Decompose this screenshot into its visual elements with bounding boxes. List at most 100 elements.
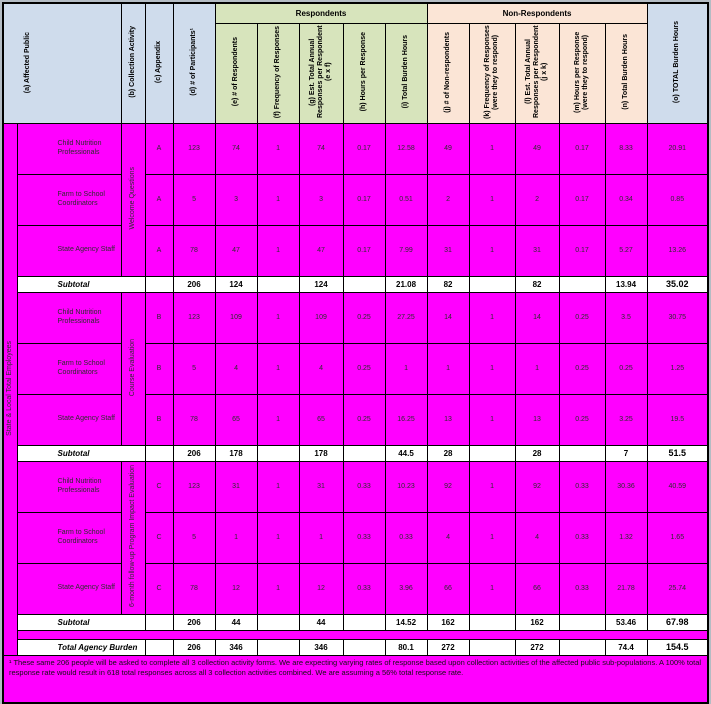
subtotal-label: Subtotal [16, 444, 146, 462]
table-row: State & Local Total Employees Child Nutr… [2, 122, 709, 656]
cell-c [144, 613, 174, 631]
cell-n: 13.94 [604, 275, 648, 293]
cell-l: 82 [514, 275, 560, 293]
cell-l: 31 [514, 224, 560, 277]
table-row: Farm to School Coordinators C 5 1 1 1 0.… [3, 511, 709, 564]
footnote-cell: ¹ These same 206 people will be asked to… [2, 654, 709, 704]
cell-h: 0.25 [342, 291, 386, 344]
cell-f: 1 [256, 122, 300, 175]
cell-d: 5 [172, 342, 216, 395]
cell-m: 0.25 [558, 342, 606, 395]
cell-l: 28 [514, 444, 560, 462]
cell-c: B [144, 342, 174, 395]
cell-l: 1 [514, 342, 560, 395]
row-label: Farm to School Coordinators [16, 511, 122, 564]
cell-d: 206 [172, 613, 216, 631]
cell-o: 35.02 [646, 275, 709, 293]
cell-m: 0.25 [558, 393, 606, 446]
cell-k: 1 [468, 511, 516, 564]
col-header-nr-burden-hours: (n) Total Burden Hours [604, 22, 648, 124]
spacer-row [3, 629, 709, 640]
cell-m: 0.17 [558, 122, 606, 175]
cell-f [256, 444, 300, 462]
subtotal-label: Subtotal [16, 613, 146, 631]
cell-k: 1 [468, 173, 516, 226]
cell-d: 206 [172, 444, 216, 462]
cell-f [256, 275, 300, 293]
cell-g: 31 [298, 460, 344, 513]
cell-i: 0.51 [384, 173, 428, 226]
cell-n: 1.32 [604, 511, 648, 564]
col-header-frequency: (f) Frequency of Responses [256, 22, 300, 124]
table-row: Farm to School Coordinators A 5 3 1 3 0.… [3, 173, 709, 226]
cell-e: 4 [214, 342, 258, 395]
cell-g: 3 [298, 173, 344, 226]
cell-m [558, 444, 606, 462]
cell-h [342, 444, 386, 462]
cell-i: 80.1 [384, 638, 428, 656]
header-group-row: (a) Affected Public (b) Collection Activ… [2, 2, 709, 124]
cell-h [342, 638, 386, 656]
cell-j: 28 [426, 444, 470, 462]
cell-g: 74 [298, 122, 344, 175]
cell-c: B [144, 291, 174, 344]
cell-o: 13.26 [646, 224, 709, 277]
cell-e: 12 [214, 562, 258, 615]
cell-k: 1 [468, 562, 516, 615]
cell-m: 0.33 [558, 460, 606, 513]
cell-m [558, 275, 606, 293]
affected-public-group-label: State & Local Total Employees [6, 340, 14, 436]
cell-j: 14 [426, 291, 470, 344]
cell-f: 1 [256, 511, 300, 564]
activity-label: Course Evaluation [128, 338, 136, 397]
cell-o: 30.75 [646, 291, 709, 344]
col-header-hours-per-response: (h) Hours per Response [342, 22, 386, 124]
cell-j: 2 [426, 173, 470, 226]
cell-m: 0.33 [558, 511, 606, 564]
table-row: Farm to School Coordinators B 5 4 1 4 0.… [3, 342, 709, 395]
cell-e: 178 [214, 444, 258, 462]
cell-m [558, 613, 606, 631]
row-label: State Agency Staff [16, 562, 122, 615]
cell-d: 78 [172, 224, 216, 277]
row-label: Child Nutrition Professionals [16, 460, 122, 513]
cell-m: 0.17 [558, 173, 606, 226]
cell-g: 12 [298, 562, 344, 615]
cell-k: 1 [468, 460, 516, 513]
cell-n: 5.27 [604, 224, 648, 277]
subtotal-row: Subtotal 206 124 124 21.08 82 82 13.94 3… [3, 275, 709, 293]
row-label: Child Nutrition Professionals [16, 291, 122, 344]
cell-m [558, 638, 606, 656]
cell-g: 44 [298, 613, 344, 631]
cell-g: 1 [298, 511, 344, 564]
cell-l: 4 [514, 511, 560, 564]
cell-c: A [144, 122, 174, 175]
cell-l: 2 [514, 173, 560, 226]
cell-i: 10.23 [384, 460, 428, 513]
cell-d: 206 [172, 275, 216, 293]
footnote-row: ¹ These same 206 people will be asked to… [2, 654, 709, 704]
total-row: Total Agency Burden 206 346 346 80.1 272… [3, 638, 709, 656]
cell-o: 25.74 [646, 562, 709, 615]
cell-k: 1 [468, 342, 516, 395]
cell-l: 272 [514, 638, 560, 656]
cell-c: B [144, 393, 174, 446]
cell-d: 78 [172, 562, 216, 615]
cell-n: 74.4 [604, 638, 648, 656]
cell-f: 1 [256, 393, 300, 446]
cell-i: 21.08 [384, 275, 428, 293]
cell-i: 14.52 [384, 613, 428, 631]
col-header-appendix: (c) Appendix [144, 2, 174, 124]
respondents-group-header: Respondents [214, 2, 428, 24]
col-header-participants: (d) # of Participants¹ [172, 2, 216, 124]
activity-label: 6-month follow-up Program Impact Evaluat… [128, 465, 136, 608]
cell-d: 78 [172, 393, 216, 446]
cell-j: 82 [426, 275, 470, 293]
total-label: Total Agency Burden [16, 638, 146, 656]
col-header-annual-responses: (g) Est. Total Annual Responses per Resp… [298, 22, 344, 124]
cell-f: 1 [256, 291, 300, 344]
cell-o: 20.91 [646, 122, 709, 175]
cell-e: 65 [214, 393, 258, 446]
cell-h: 0.25 [342, 342, 386, 395]
cell-j: 162 [426, 613, 470, 631]
